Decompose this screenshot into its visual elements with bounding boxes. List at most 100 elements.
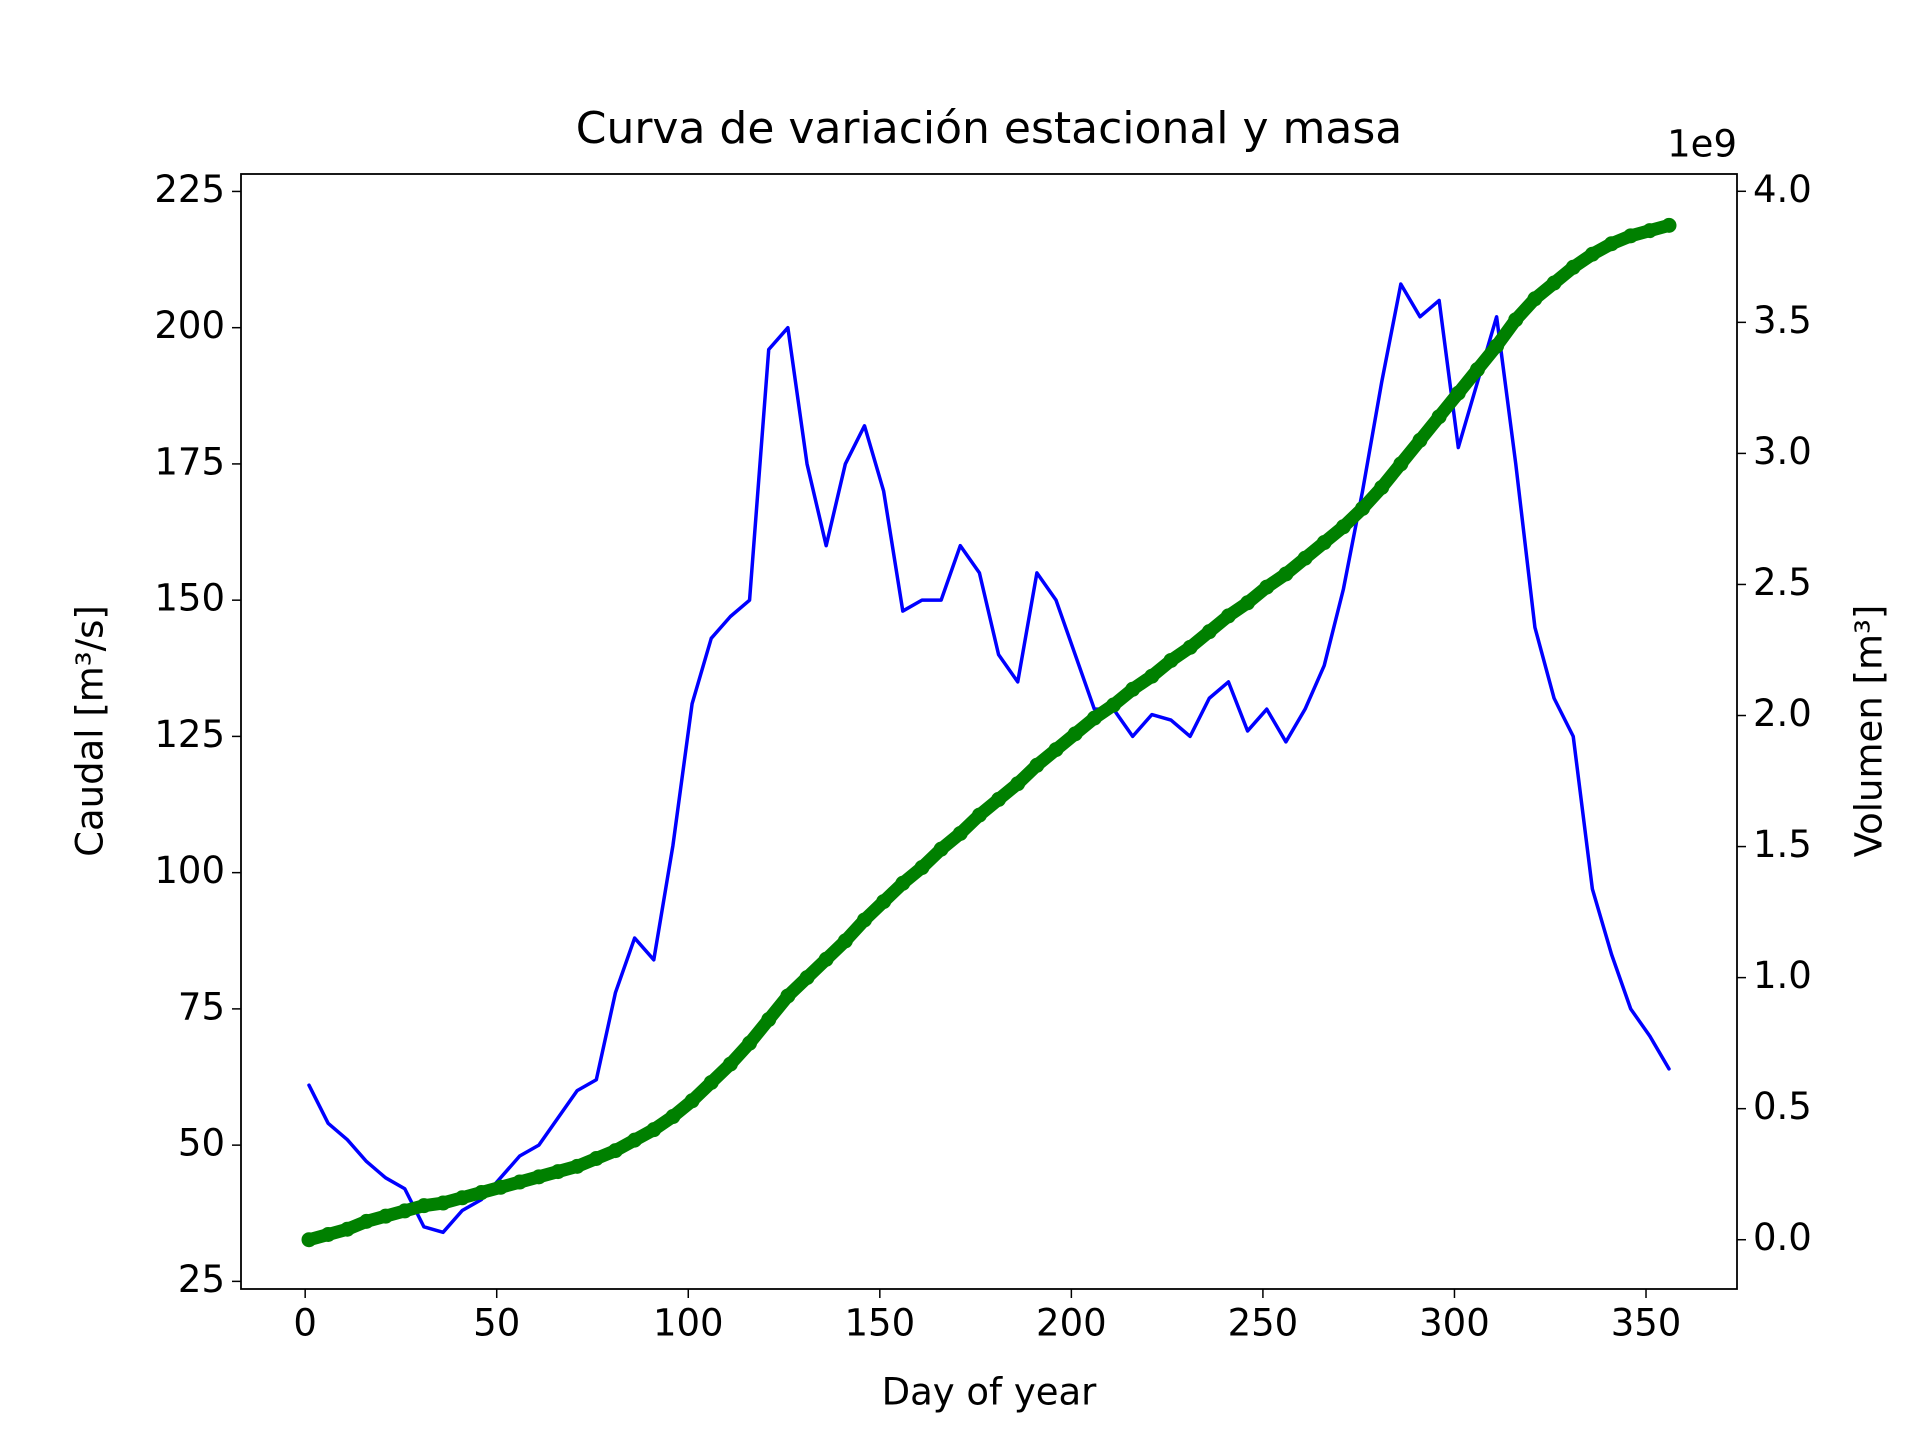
y2-tick-label: 1.5 — [1753, 823, 1812, 866]
point — [761, 1012, 777, 1028]
x-tick-label: 200 — [1036, 1302, 1107, 1345]
y-tick-label: 150 — [154, 577, 225, 620]
point — [454, 1190, 470, 1206]
point — [933, 841, 949, 857]
point — [1048, 742, 1064, 758]
x-tick-label: 0 — [293, 1302, 317, 1345]
point — [646, 1122, 662, 1138]
point — [1086, 710, 1102, 726]
y-tick-label: 25 — [178, 1258, 225, 1301]
point — [1584, 246, 1600, 262]
chart-title: Curva de variación estacional y masa — [576, 103, 1403, 154]
point — [1106, 697, 1122, 713]
point — [531, 1169, 547, 1185]
y-tick-label: 175 — [154, 440, 225, 483]
point — [1604, 236, 1620, 252]
point — [1125, 681, 1141, 697]
point — [1182, 639, 1198, 655]
y2-tick-label: 3.0 — [1753, 430, 1812, 473]
y2-tick-label: 0.0 — [1753, 1216, 1812, 1259]
point — [856, 912, 872, 928]
y2-tick-label: 4.0 — [1753, 168, 1812, 211]
point — [818, 951, 834, 967]
point — [1565, 259, 1581, 275]
point — [339, 1221, 355, 1237]
point — [895, 875, 911, 891]
point — [1546, 275, 1562, 291]
point — [358, 1213, 374, 1229]
point — [1469, 362, 1485, 378]
x-tick-label: 350 — [1611, 1302, 1682, 1345]
point — [837, 933, 853, 949]
x-tick-label: 50 — [473, 1302, 520, 1345]
point — [1527, 291, 1543, 307]
point — [1335, 519, 1351, 535]
point — [378, 1208, 394, 1224]
x-tick-label: 300 — [1419, 1302, 1490, 1345]
point — [1220, 608, 1236, 624]
x-axis-label: Day of year — [882, 1371, 1098, 1414]
point — [1374, 479, 1390, 495]
y2-axis-label: Volumen [m³] — [1848, 605, 1891, 858]
point — [665, 1109, 681, 1125]
point — [588, 1150, 604, 1166]
x-tick-label: 100 — [653, 1302, 724, 1345]
point — [1201, 624, 1217, 640]
point — [550, 1164, 566, 1180]
y2-tick-label: 2.5 — [1753, 561, 1812, 604]
y2-offset-label: 1e9 — [1667, 123, 1737, 166]
point — [1067, 726, 1083, 742]
point — [1489, 338, 1505, 354]
point — [627, 1132, 643, 1148]
point — [1010, 776, 1026, 792]
point — [512, 1174, 528, 1190]
point — [780, 988, 796, 1004]
y-tick-label: 50 — [178, 1122, 225, 1165]
point — [1029, 757, 1045, 773]
point — [722, 1056, 738, 1072]
y2-tick-label: 2.0 — [1753, 692, 1812, 735]
y-tick-label: 200 — [154, 304, 225, 347]
point — [799, 970, 815, 986]
point — [569, 1158, 585, 1174]
point — [991, 791, 1007, 807]
y-tick-label: 75 — [178, 985, 225, 1028]
x-tick-label: 250 — [1228, 1302, 1299, 1345]
point — [952, 825, 968, 841]
y-tick-label: 100 — [154, 849, 225, 892]
point — [1144, 668, 1160, 684]
point — [1297, 550, 1313, 566]
point — [1412, 432, 1428, 448]
point — [971, 807, 987, 823]
point — [914, 860, 930, 876]
point — [1508, 312, 1524, 328]
point — [301, 1232, 317, 1248]
x-tick-label: 150 — [845, 1302, 916, 1345]
point — [607, 1143, 623, 1159]
y2-tick-label: 1.0 — [1753, 954, 1812, 997]
point — [416, 1198, 432, 1214]
point — [1642, 223, 1658, 239]
point — [493, 1179, 509, 1195]
point — [473, 1185, 489, 1201]
point — [703, 1074, 719, 1090]
point — [876, 894, 892, 910]
point — [1163, 652, 1179, 668]
point — [1278, 566, 1294, 582]
point — [1431, 409, 1447, 425]
point — [435, 1195, 451, 1211]
point — [1355, 500, 1371, 516]
point — [1259, 579, 1275, 595]
point — [320, 1226, 336, 1242]
point — [684, 1093, 700, 1109]
y2-tick-label: 0.5 — [1753, 1085, 1812, 1128]
point — [1316, 535, 1332, 551]
point — [1661, 217, 1677, 233]
y-tick-label: 125 — [154, 713, 225, 756]
y-tick-label: 225 — [154, 168, 225, 211]
y2-tick-label: 3.5 — [1753, 299, 1812, 342]
series-line — [307, 282, 1671, 1235]
point — [397, 1203, 413, 1219]
